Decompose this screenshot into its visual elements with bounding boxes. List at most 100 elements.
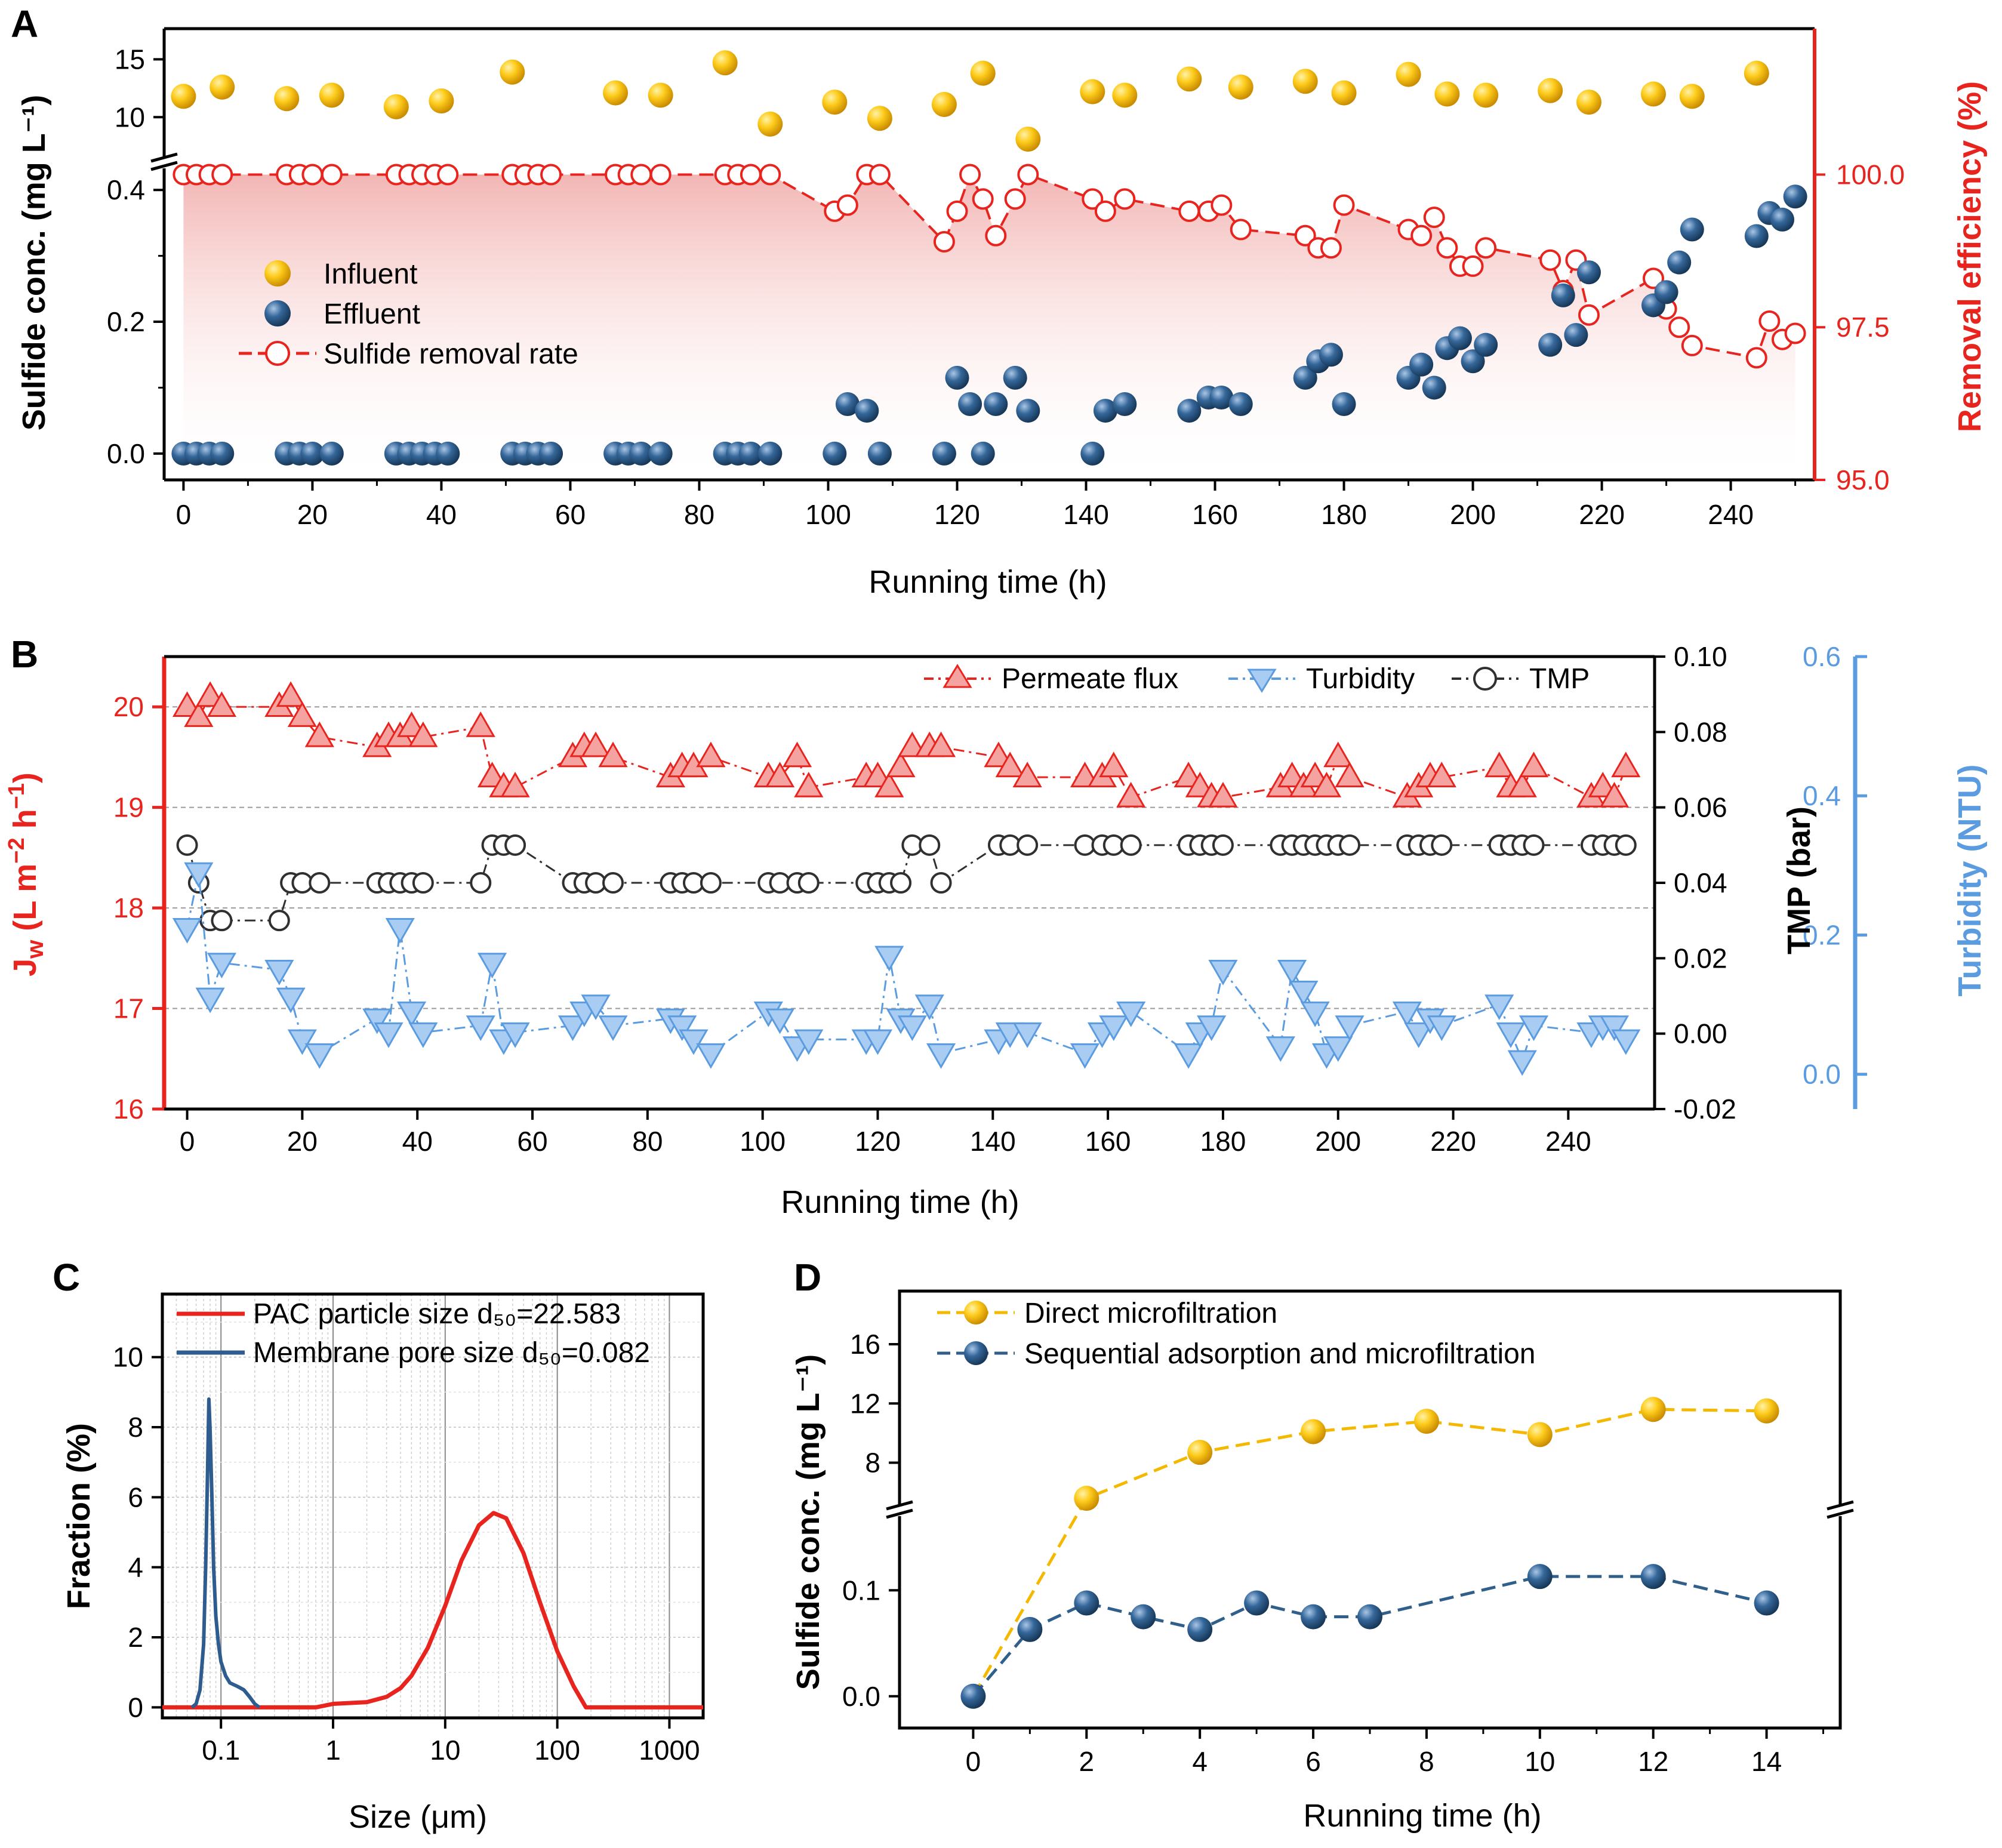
y-tick-label: 2 [128, 1622, 143, 1653]
turbidity-point [1507, 1050, 1537, 1076]
turbidity-point [1300, 1001, 1330, 1027]
effluent-point [1461, 349, 1485, 374]
turbidity-point [1208, 959, 1238, 985]
y-left-tick-label: 18 [113, 892, 144, 923]
panel-a-legend: Influent Effluent Sulfide removal rate [239, 258, 578, 370]
turbidity-point [500, 1022, 530, 1048]
tmp-point [700, 872, 722, 894]
influent-point [274, 86, 300, 112]
effluent-point [758, 441, 783, 466]
removal-rate-point [985, 224, 1007, 247]
legend-flux-marker [943, 664, 972, 688]
tmp-point [1339, 834, 1361, 856]
x-tick-label: 200 [1315, 1126, 1361, 1157]
tmp-point [1615, 834, 1637, 856]
removal-rate-point [946, 200, 968, 222]
tmp-point [1523, 834, 1545, 856]
flux-point [1611, 751, 1641, 778]
effluent-point [436, 441, 460, 466]
effluent-point [984, 392, 1008, 417]
x-tick-label: 180 [1321, 499, 1367, 530]
legend-removal-marker [265, 341, 290, 366]
influent-point [648, 82, 673, 108]
x-tick-label: 80 [684, 499, 714, 530]
y-left-tick-label: 16 [113, 1094, 144, 1125]
effluent-point [1576, 260, 1601, 285]
panel-a-series [171, 50, 1807, 466]
effluent-point [1654, 280, 1678, 304]
flux-point [466, 711, 495, 737]
effluent-point [1538, 332, 1563, 357]
effluent-point [319, 441, 344, 466]
y-mid-tick-label: 0.06 [1674, 792, 1727, 823]
effluent-point [1319, 343, 1343, 367]
panel-c-legend: PAC particle size d₅₀=22.583 Membrane po… [177, 1298, 650, 1369]
flux-point [782, 741, 812, 768]
turbidity-point [897, 1015, 927, 1042]
effluent-point [629, 441, 654, 466]
turbidity-point [396, 1001, 427, 1027]
effluent-point [738, 441, 763, 466]
panel-a-ylabel-right: Removal efficiency (%) [1952, 81, 1988, 432]
removal-rate-point [1004, 188, 1026, 210]
tmp-point [797, 872, 820, 894]
removal-rate-point [1668, 316, 1690, 338]
removal-rate-point [1178, 200, 1200, 222]
turbidity-point [667, 1015, 697, 1042]
sequential-point [960, 1683, 986, 1709]
panel-d: D 0 2 4 6 8 10 12 14 0.0 0.1 8 12 16 Running time (h… [790, 1256, 1854, 1834]
x-tick-label: 100 [740, 1126, 786, 1157]
x-tick-label: 20 [287, 1126, 318, 1157]
legend-membrane-label: Membrane pore size d₅₀=0.082 [253, 1337, 650, 1369]
tmp-point [1431, 834, 1453, 856]
turbidity-point [195, 987, 225, 1014]
influent-point [757, 111, 783, 137]
sequential-point [1187, 1616, 1213, 1642]
removal-rate-point [211, 164, 233, 186]
y-tick-label: 8 [865, 1447, 880, 1479]
legend-removal-label: Sulfide removal rate [324, 338, 578, 370]
effluent-point [210, 441, 235, 466]
panel-a-xlabel: Running time (h) [868, 564, 1107, 600]
x-tick-label: 240 [1708, 499, 1754, 530]
pac-size-curve [162, 1511, 703, 1710]
y-tick-label: 0.1 [842, 1575, 880, 1606]
panel-b-xlabel: Running time (h) [781, 1184, 1019, 1220]
removal-rate-point [1462, 255, 1484, 277]
y-left-tick-label: 20 [113, 691, 144, 722]
removal-rate-point [1475, 237, 1497, 259]
influent-point [1080, 79, 1105, 104]
turbidity-point [1099, 1015, 1129, 1042]
influent-point [1434, 81, 1460, 107]
panel-c-series [162, 1397, 703, 1710]
y-tick-label: 10 [115, 101, 145, 133]
effluent-point [1783, 184, 1807, 209]
effluent-point [1474, 332, 1498, 357]
x-tick-label: 220 [1430, 1126, 1476, 1157]
tmp-point [470, 872, 492, 894]
axis-break-left-mark [886, 1500, 913, 1511]
removal-rate-point [1082, 188, 1104, 210]
turbidity-point [1599, 1015, 1630, 1042]
removal-rate-point [1211, 194, 1233, 216]
y-tick-label: 15 [115, 44, 145, 75]
effluent-point [835, 392, 860, 417]
flux-point [1311, 771, 1342, 797]
turbidity-point [1496, 1022, 1526, 1048]
effluent-point [1093, 399, 1117, 423]
y-mid-tick-label: 0.00 [1674, 1018, 1727, 1049]
y-mid-tick-label: 0.08 [1674, 716, 1727, 747]
removal-rate-point [1094, 200, 1116, 222]
flux-point [1519, 751, 1549, 778]
effluent-point [1409, 352, 1434, 377]
flux-point [184, 701, 214, 727]
sequential-point [1244, 1590, 1270, 1616]
y-tick-label: 0.2 [107, 306, 145, 337]
removal-rate-point [1436, 237, 1458, 259]
removal-rate-point [1578, 304, 1600, 326]
flux-point [995, 751, 1025, 778]
x-tick-label: 160 [1192, 499, 1238, 530]
effluent-point [958, 392, 982, 417]
legend-effluent-marker [264, 300, 291, 327]
panel-a-letter: A [11, 2, 38, 45]
